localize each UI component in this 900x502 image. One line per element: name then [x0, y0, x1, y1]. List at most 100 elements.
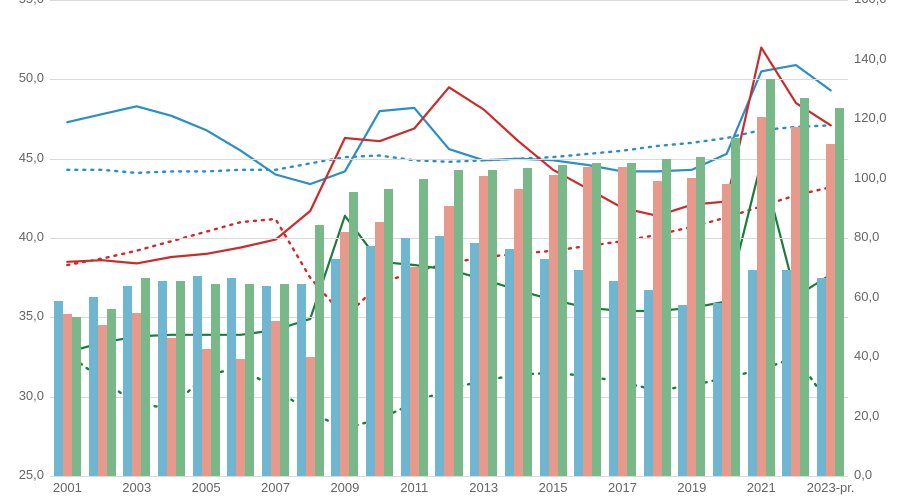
series-bar-c-bar: [384, 189, 393, 476]
series-bar-a-bar: [505, 249, 514, 476]
series-bar-b-bar: [98, 325, 107, 476]
series-bar-a-bar: [401, 238, 410, 476]
y-left-tick-label: 50,0: [19, 70, 44, 85]
grid-line: [50, 159, 848, 160]
series-bar-c-bar: [523, 168, 532, 476]
grid-line: [50, 79, 848, 80]
x-tick-label: 2011: [374, 480, 454, 495]
series-bar-b-bar: [410, 267, 419, 476]
series-bar-a-bar: [89, 297, 98, 476]
series-bar-c-bar: [558, 165, 567, 476]
y-right-tick-label: 160,0: [854, 0, 887, 6]
series-bar-c-bar: [662, 159, 671, 476]
series-bar-a-bar: [123, 286, 132, 476]
series-bar-a-bar: [678, 305, 687, 476]
series-bar-c-bar: [419, 179, 428, 476]
x-tick-label: 2017: [582, 480, 662, 495]
series-bar-c-bar: [280, 284, 289, 476]
x-tick-label: 2005: [166, 480, 246, 495]
x-tick-label: 2015: [513, 480, 593, 495]
series-bar-a-bar: [435, 236, 444, 476]
series-bar-b-bar: [202, 349, 211, 476]
x-tick-label: 2003: [97, 480, 177, 495]
x-tick-label: 2013: [444, 480, 524, 495]
series-bar-a-bar: [193, 276, 202, 476]
y-left-tick-label: 40,0: [19, 229, 44, 244]
x-tick-label: 2021: [721, 480, 801, 495]
series-bar-b-bar: [826, 144, 835, 476]
y-right-tick-label: 20,0: [854, 408, 879, 423]
series-bar-b-bar: [63, 314, 72, 476]
series-bar-a-bar: [713, 303, 722, 476]
x-tick-label: 2009: [305, 480, 385, 495]
series-bar-c-bar: [454, 170, 463, 476]
series-bar-a-bar: [158, 281, 167, 476]
series-bar-a-bar: [470, 243, 479, 476]
series-bar-b-bar: [583, 167, 592, 476]
y-left-tick-label: 35,0: [19, 308, 44, 323]
x-tick-label: 2019: [652, 480, 732, 495]
series-bar-a-bar: [817, 278, 826, 476]
series-bar-b-bar: [549, 175, 558, 476]
x-tick-label: 2007: [236, 480, 316, 495]
series-bar-a-bar: [574, 270, 583, 476]
series-bar-b-bar: [375, 222, 384, 476]
series-bar-c-bar: [176, 281, 185, 476]
series-bar-a-bar: [227, 278, 236, 476]
series-bar-a-bar: [262, 286, 271, 476]
series-bar-a-bar: [331, 259, 340, 476]
series-bar-b-bar: [514, 189, 523, 476]
series-bar-c-bar: [488, 170, 497, 476]
series-bar-b-bar: [757, 117, 766, 476]
series-bar-b-bar: [618, 167, 627, 476]
series-bar-c-bar: [72, 317, 81, 476]
grid-line: [50, 476, 848, 477]
series-bar-a-bar: [366, 246, 375, 476]
series-bar-b-bar: [236, 359, 245, 476]
series-bar-b-bar: [444, 206, 453, 476]
series-bar-c-bar: [800, 98, 809, 476]
x-tick-label: 2001: [27, 480, 107, 495]
series-bar-c-bar: [107, 309, 116, 476]
chart-canvas: 25,030,035,040,045,050,055,00,020,040,06…: [0, 0, 900, 502]
series-bar-b-bar: [167, 338, 176, 476]
series-bar-b-bar: [132, 313, 141, 476]
series-bar-c-bar: [211, 284, 220, 476]
y-right-tick-label: 40,0: [854, 348, 879, 363]
series-bar-c-bar: [766, 79, 775, 476]
x-tick-label: 2023-pr.: [791, 480, 871, 495]
y-right-tick-label: 120,0: [854, 110, 887, 125]
y-left-tick-label: 55,0: [19, 0, 44, 6]
series-bar-a-bar: [782, 270, 791, 476]
series-bar-c-bar: [592, 163, 601, 476]
series-bar-a-bar: [540, 259, 549, 476]
series-bar-c-bar: [349, 192, 358, 476]
series-bar-b-bar: [653, 181, 662, 476]
grid-line: [50, 0, 848, 1]
series-bar-b-bar: [791, 127, 800, 476]
series-bar-b-bar: [479, 176, 488, 476]
y-left-tick-label: 45,0: [19, 150, 44, 165]
series-bar-b-bar: [271, 321, 280, 476]
y-right-tick-label: 140,0: [854, 51, 887, 66]
series-bar-b-bar: [306, 357, 315, 476]
series-bar-c-bar: [627, 163, 636, 476]
series-bar-c-bar: [696, 157, 705, 476]
series-bar-b-bar: [722, 184, 731, 476]
series-bar-c-bar: [141, 278, 150, 476]
y-left-tick-label: 30,0: [19, 388, 44, 403]
series-bar-a-bar: [748, 270, 757, 476]
y-right-tick-label: 100,0: [854, 170, 887, 185]
series-bar-a-bar: [644, 290, 653, 476]
series-bar-c-bar: [245, 284, 254, 476]
series-bar-c-bar: [835, 108, 844, 476]
series-bar-b-bar: [340, 232, 349, 476]
series-bar-c-bar: [731, 138, 740, 476]
y-right-tick-label: 80,0: [854, 229, 879, 244]
y-right-tick-label: 60,0: [854, 289, 879, 304]
series-bar-a-bar: [609, 281, 618, 476]
series-bar-c-bar: [315, 225, 324, 476]
series-bar-b-bar: [687, 178, 696, 476]
series-bar-a-bar: [297, 284, 306, 476]
series-bar-a-bar: [54, 301, 63, 476]
